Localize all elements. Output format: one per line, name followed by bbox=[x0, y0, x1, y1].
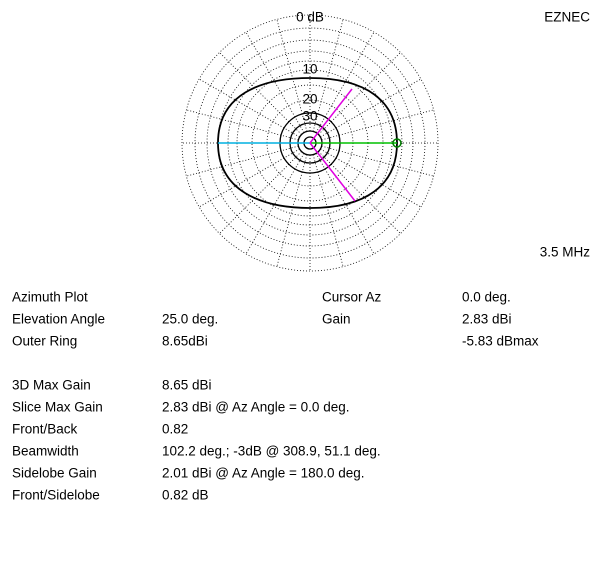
ring-label: 0 dB bbox=[296, 10, 324, 25]
program-name: EZNEC bbox=[544, 10, 590, 25]
field-label: Front/Sidelobe bbox=[12, 488, 100, 503]
spoke bbox=[312, 154, 344, 267]
field-value: 2.83 dBi @ Az Angle = 0.0 deg. bbox=[162, 400, 349, 415]
spoke bbox=[276, 154, 308, 267]
field-label: Sidelobe Gain bbox=[12, 466, 97, 481]
spoke bbox=[186, 109, 299, 141]
ring-label: 20 bbox=[302, 92, 317, 107]
ring-label: 10 bbox=[302, 62, 317, 77]
field-value: 0.82 dB bbox=[162, 488, 209, 503]
field-value: -5.83 dBmax bbox=[462, 334, 539, 349]
spoke bbox=[219, 151, 302, 234]
azimuth-plot: 0 dB 10 20 30 bbox=[181, 10, 439, 272]
field-label: Slice Max Gain bbox=[12, 400, 103, 415]
spoke bbox=[320, 148, 422, 208]
field-value: 25.0 deg. bbox=[162, 312, 218, 327]
field-value: 8.65dBi bbox=[162, 334, 208, 349]
beamwidth-line bbox=[309, 142, 356, 202]
cursor-marker bbox=[392, 138, 402, 148]
spoke bbox=[219, 52, 302, 135]
frequency: 3.5 MHz bbox=[540, 245, 591, 260]
field-label: Front/Back bbox=[12, 422, 78, 437]
spoke bbox=[186, 145, 299, 177]
field-value: 0.0 deg. bbox=[462, 290, 511, 305]
spoke bbox=[198, 78, 300, 138]
field-value: 8.65 dBi bbox=[162, 378, 212, 393]
field-value: 2.83 dBi bbox=[462, 312, 512, 327]
field-value: 2.01 dBi @ Az Angle = 180.0 deg. bbox=[162, 466, 364, 481]
field-label: Beamwidth bbox=[12, 444, 79, 459]
spoke bbox=[321, 145, 434, 177]
beamwidth-line bbox=[309, 88, 353, 144]
spoke bbox=[320, 78, 422, 138]
spoke bbox=[245, 31, 305, 133]
spoke bbox=[276, 19, 308, 132]
spoke bbox=[198, 148, 300, 208]
ring bbox=[181, 14, 439, 272]
field-label: Gain bbox=[322, 312, 351, 327]
field-label: Cursor Az bbox=[322, 290, 382, 305]
field-label: Azimuth Plot bbox=[12, 290, 88, 305]
spoke bbox=[245, 153, 305, 255]
ring-label: 30 bbox=[302, 109, 317, 124]
spoke bbox=[321, 109, 434, 141]
field-label: 3D Max Gain bbox=[12, 378, 91, 393]
field-label: Outer Ring bbox=[12, 334, 77, 349]
field-value: 0.82 bbox=[162, 422, 188, 437]
spoke bbox=[318, 151, 401, 234]
spoke bbox=[312, 19, 344, 132]
field-value: 102.2 deg.; -3dB @ 308.9, 51.1 deg. bbox=[162, 444, 381, 459]
spoke bbox=[318, 52, 401, 135]
field-label: Elevation Angle bbox=[12, 312, 105, 327]
